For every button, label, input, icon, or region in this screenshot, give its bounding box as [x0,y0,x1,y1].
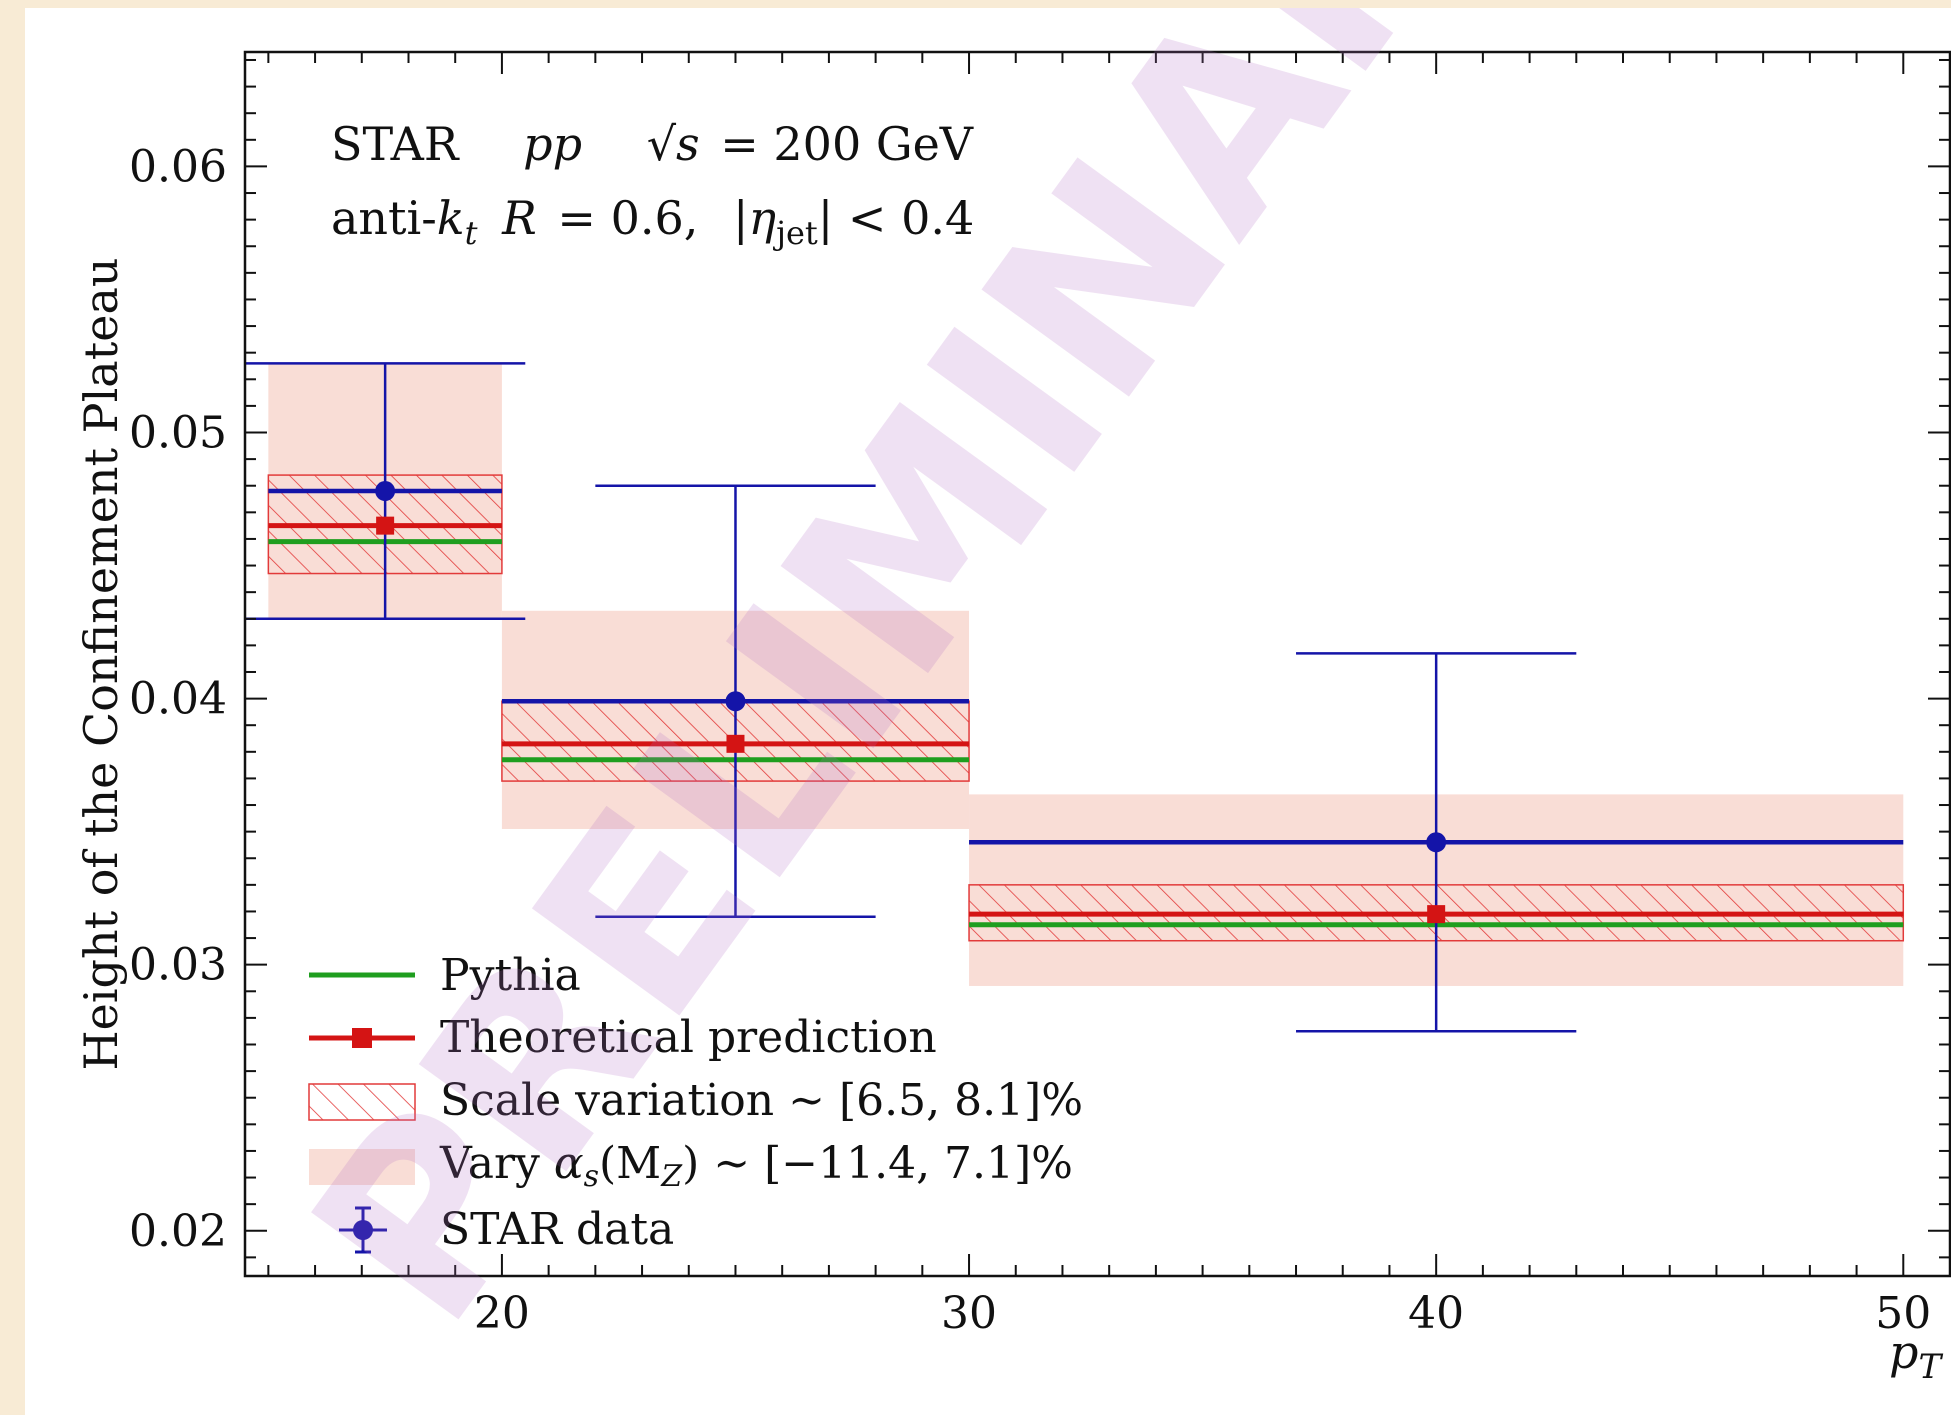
legend: Pythia Theoretical prediction Scale vari… [308,950,1083,1255]
y-axis-label: Height of the Confinement Plateau [74,258,128,1071]
legend-data-marker [353,1220,373,1240]
y-tick-label: 0.04 [129,674,227,725]
annotation-line-1: STAR pp √s = 200 GeV [331,117,974,171]
data-point-1 [725,691,746,712]
legend-theory-marker [352,1028,372,1048]
x-tick-label: 30 [941,1288,997,1339]
legend-scale-swatch [308,1083,416,1121]
y-tick-label: 0.02 [129,1206,227,1257]
data-point-0 [375,481,396,502]
x-axis-label-sub: T [1918,1347,1943,1387]
x-tick-label: 50 [1875,1288,1931,1339]
annotation-line-2: anti-kt R = 0.6, |ηjet| < 0.4 [331,191,974,255]
ticks-layer: 20 30 40 50 0.02 0.03 0.04 0.05 0.06 [129,52,1951,1339]
theory-marker-1 [726,734,745,753]
data-layer [245,362,1577,1033]
data-point-2 [1426,832,1447,853]
y-tick-label: 0.06 [129,141,227,192]
legend-pythia-label: Pythia [440,950,581,1001]
theory-marker-0 [376,516,395,535]
legend-scale-label: Scale variation ~ [6.5, 8.1]% [440,1075,1083,1126]
y-tick-label: 0.03 [129,940,227,991]
legend-data-label: STAR data [440,1204,674,1255]
legend-alpha-swatch [309,1149,415,1185]
y-tick-label: 0.05 [129,408,227,459]
legend-alpha-label: Vary αs(MZ) ~ [−11.4, 7.1]% [439,1138,1073,1194]
x-tick-label: 20 [474,1288,530,1339]
legend-theory-label: Theoretical prediction [440,1012,937,1063]
plot-frame [243,50,1951,1278]
chart-frame: 20 30 40 50 0.02 0.03 0.04 0.05 0.06 Height of t… [25,8,1951,1415]
chart-svg: 20 30 40 50 0.02 0.03 0.04 0.05 0.06 Height of t… [74,8,1951,1387]
x-tick-label: 40 [1408,1288,1464,1339]
x-axis-label: pT [1889,1325,1943,1387]
theory-marker-2 [1427,905,1446,924]
